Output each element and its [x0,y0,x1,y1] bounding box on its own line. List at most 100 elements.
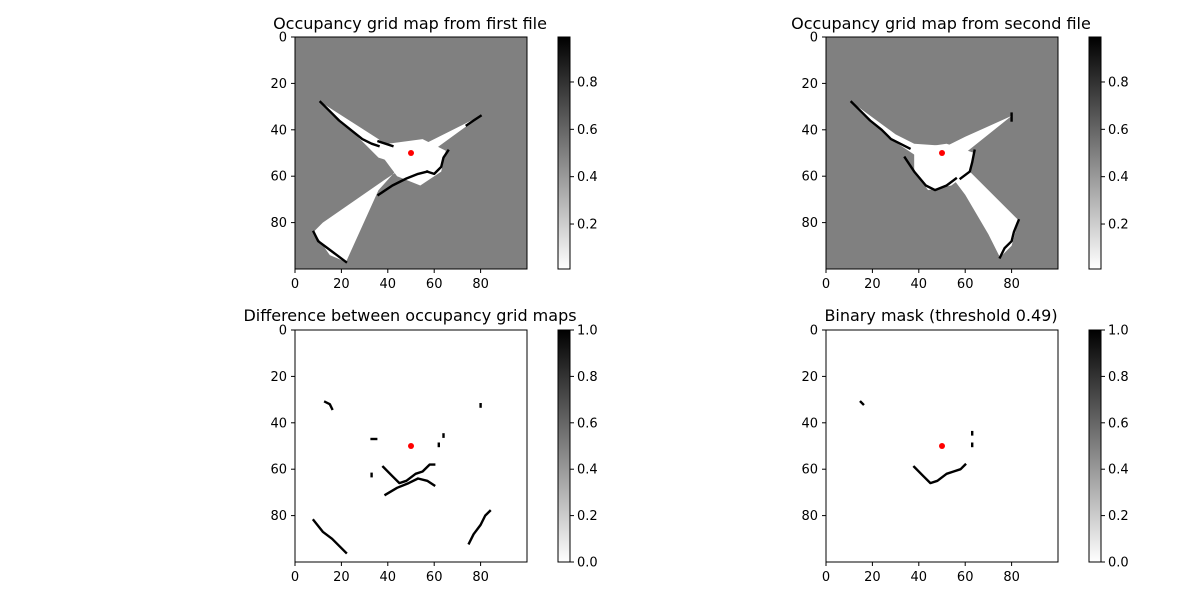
occupied-cells [912,462,967,485]
x-tick-label: 60 [957,570,974,585]
y-tick-label: 40 [801,416,818,431]
map-plot [825,36,1059,270]
colorbar-tick-label: 0.2 [1108,509,1129,524]
y-tick-label: 0 [810,324,818,339]
panel-difference: Difference between occupancy grid maps 0… [243,306,597,585]
x-tick-label: 80 [1003,277,1020,292]
y-tick-label: 0 [279,324,287,339]
occupied-cells [903,155,958,192]
robot-position-marker [408,150,414,156]
y-tick-label: 80 [270,509,287,524]
free-space-region [951,164,1019,258]
y-tick-label: 60 [801,170,818,185]
occupied-cells [323,400,334,411]
colorbar-tick-label: 0.6 [1108,123,1129,138]
x-tick-label: 0 [822,277,830,292]
colorbar-tick-label: 0.2 [1108,218,1129,233]
y-tick-label: 80 [801,509,818,524]
robot-position-marker [408,443,414,449]
y-tick-label: 20 [801,370,818,385]
y-ticks: 0 20 40 60 80 [801,324,826,524]
occupied-cells [318,100,381,148]
colorbar-tick-label: 0.6 [577,416,598,431]
panel-title: Occupancy grid map from second file [791,14,1091,33]
map-plot [825,329,1059,563]
colorbar-tick-label: 0.0 [577,556,598,571]
colorbar-tick-label: 0.2 [577,218,598,233]
y-tick-label: 60 [801,463,818,478]
panel-second-file: Occupancy grid map from second file 0 20 4… [791,14,1129,292]
x-tick-label: 40 [380,570,397,585]
free-space-region [383,139,446,186]
x-tick-label: 80 [472,570,489,585]
colorbar-tick-label: 0.0 [1108,556,1129,571]
y-tick-label: 20 [270,370,287,385]
robot-position-marker [939,150,945,156]
panel-binary-mask: Binary mask (threshold 0.49) 0 20 40 60 80 0… [801,306,1128,585]
colorbar-tick-label: 0.8 [577,370,598,385]
occupied-cells [383,477,436,497]
x-tick-label: 20 [864,570,881,585]
panel-first-file: Occupancy grid map from first file 0 20 40… [270,14,597,292]
x-tick-label: 40 [380,277,397,292]
colorbar-tick-label: 0.4 [577,463,598,478]
y-tick-label: 40 [801,123,818,138]
x-tick-label: 20 [333,277,350,292]
panel-title: Occupancy grid map from first file [273,14,547,33]
colorbar-tick-label: 0.8 [577,75,598,90]
occupied-cells [425,149,450,176]
colorbar-gradient [557,329,571,563]
occupied-cells [998,218,1021,260]
y-tick-label: 0 [279,31,287,46]
occupied-cells [859,400,865,406]
x-tick-label: 80 [472,277,489,292]
colorbar-tick-label: 0.2 [577,509,598,524]
colorbar: 0.0 0.2 0.4 0.6 0.8 1.0 [557,324,598,571]
map-plot [294,329,528,563]
y-ticks: 0 20 40 60 80 [270,31,295,231]
y-ticks: 0 20 40 60 80 [801,31,826,231]
occupied-cells [381,463,436,485]
occupied-cells [958,149,976,181]
y-ticks: 0 20 40 60 80 [270,324,295,524]
colorbar-tick-label: 0.6 [577,123,598,138]
occupied-cells [849,100,912,151]
colorbar-gradient [557,36,571,270]
x-ticks: 0 20 40 60 80 [822,562,1020,585]
colorbar-tick-label: 1.0 [577,324,598,339]
y-tick-label: 40 [270,416,287,431]
x-tick-label: 0 [291,277,299,292]
occupied-cells [376,170,429,197]
x-tick-label: 20 [864,277,881,292]
free-space-region [851,102,1012,163]
occupied-cells [376,139,394,148]
free-space-region [313,153,411,262]
colorbar: 0.2 0.4 0.6 0.8 [557,36,598,270]
x-tick-label: 60 [426,277,443,292]
occupied-cells [311,518,348,555]
colorbar: 0.0 0.2 0.4 0.6 0.8 1.0 [1088,324,1129,571]
y-tick-label: 80 [801,216,818,231]
panel-title: Difference between occupancy grid maps [243,306,576,325]
colorbar: 0.2 0.4 0.6 0.8 [1088,36,1129,270]
y-tick-label: 20 [801,77,818,92]
x-tick-label: 20 [333,570,350,585]
y-tick-label: 60 [270,463,287,478]
y-tick-label: 0 [810,31,818,46]
x-ticks: 0 20 40 60 80 [291,269,489,292]
colorbar-gradient [1088,36,1102,270]
occupied-cells [467,509,492,546]
x-tick-label: 80 [1003,570,1020,585]
map-plot [294,36,528,270]
y-tick-label: 80 [270,216,287,231]
occupied-cells [311,230,348,264]
axes-frame [294,36,528,270]
colorbar-tick-label: 0.4 [577,170,598,185]
occupied-cells [465,114,483,127]
robot-position-marker [939,443,945,449]
x-tick-label: 0 [291,570,299,585]
axes-frame [825,329,1059,563]
x-tick-label: 60 [957,277,974,292]
colorbar-tick-label: 1.0 [1108,324,1129,339]
